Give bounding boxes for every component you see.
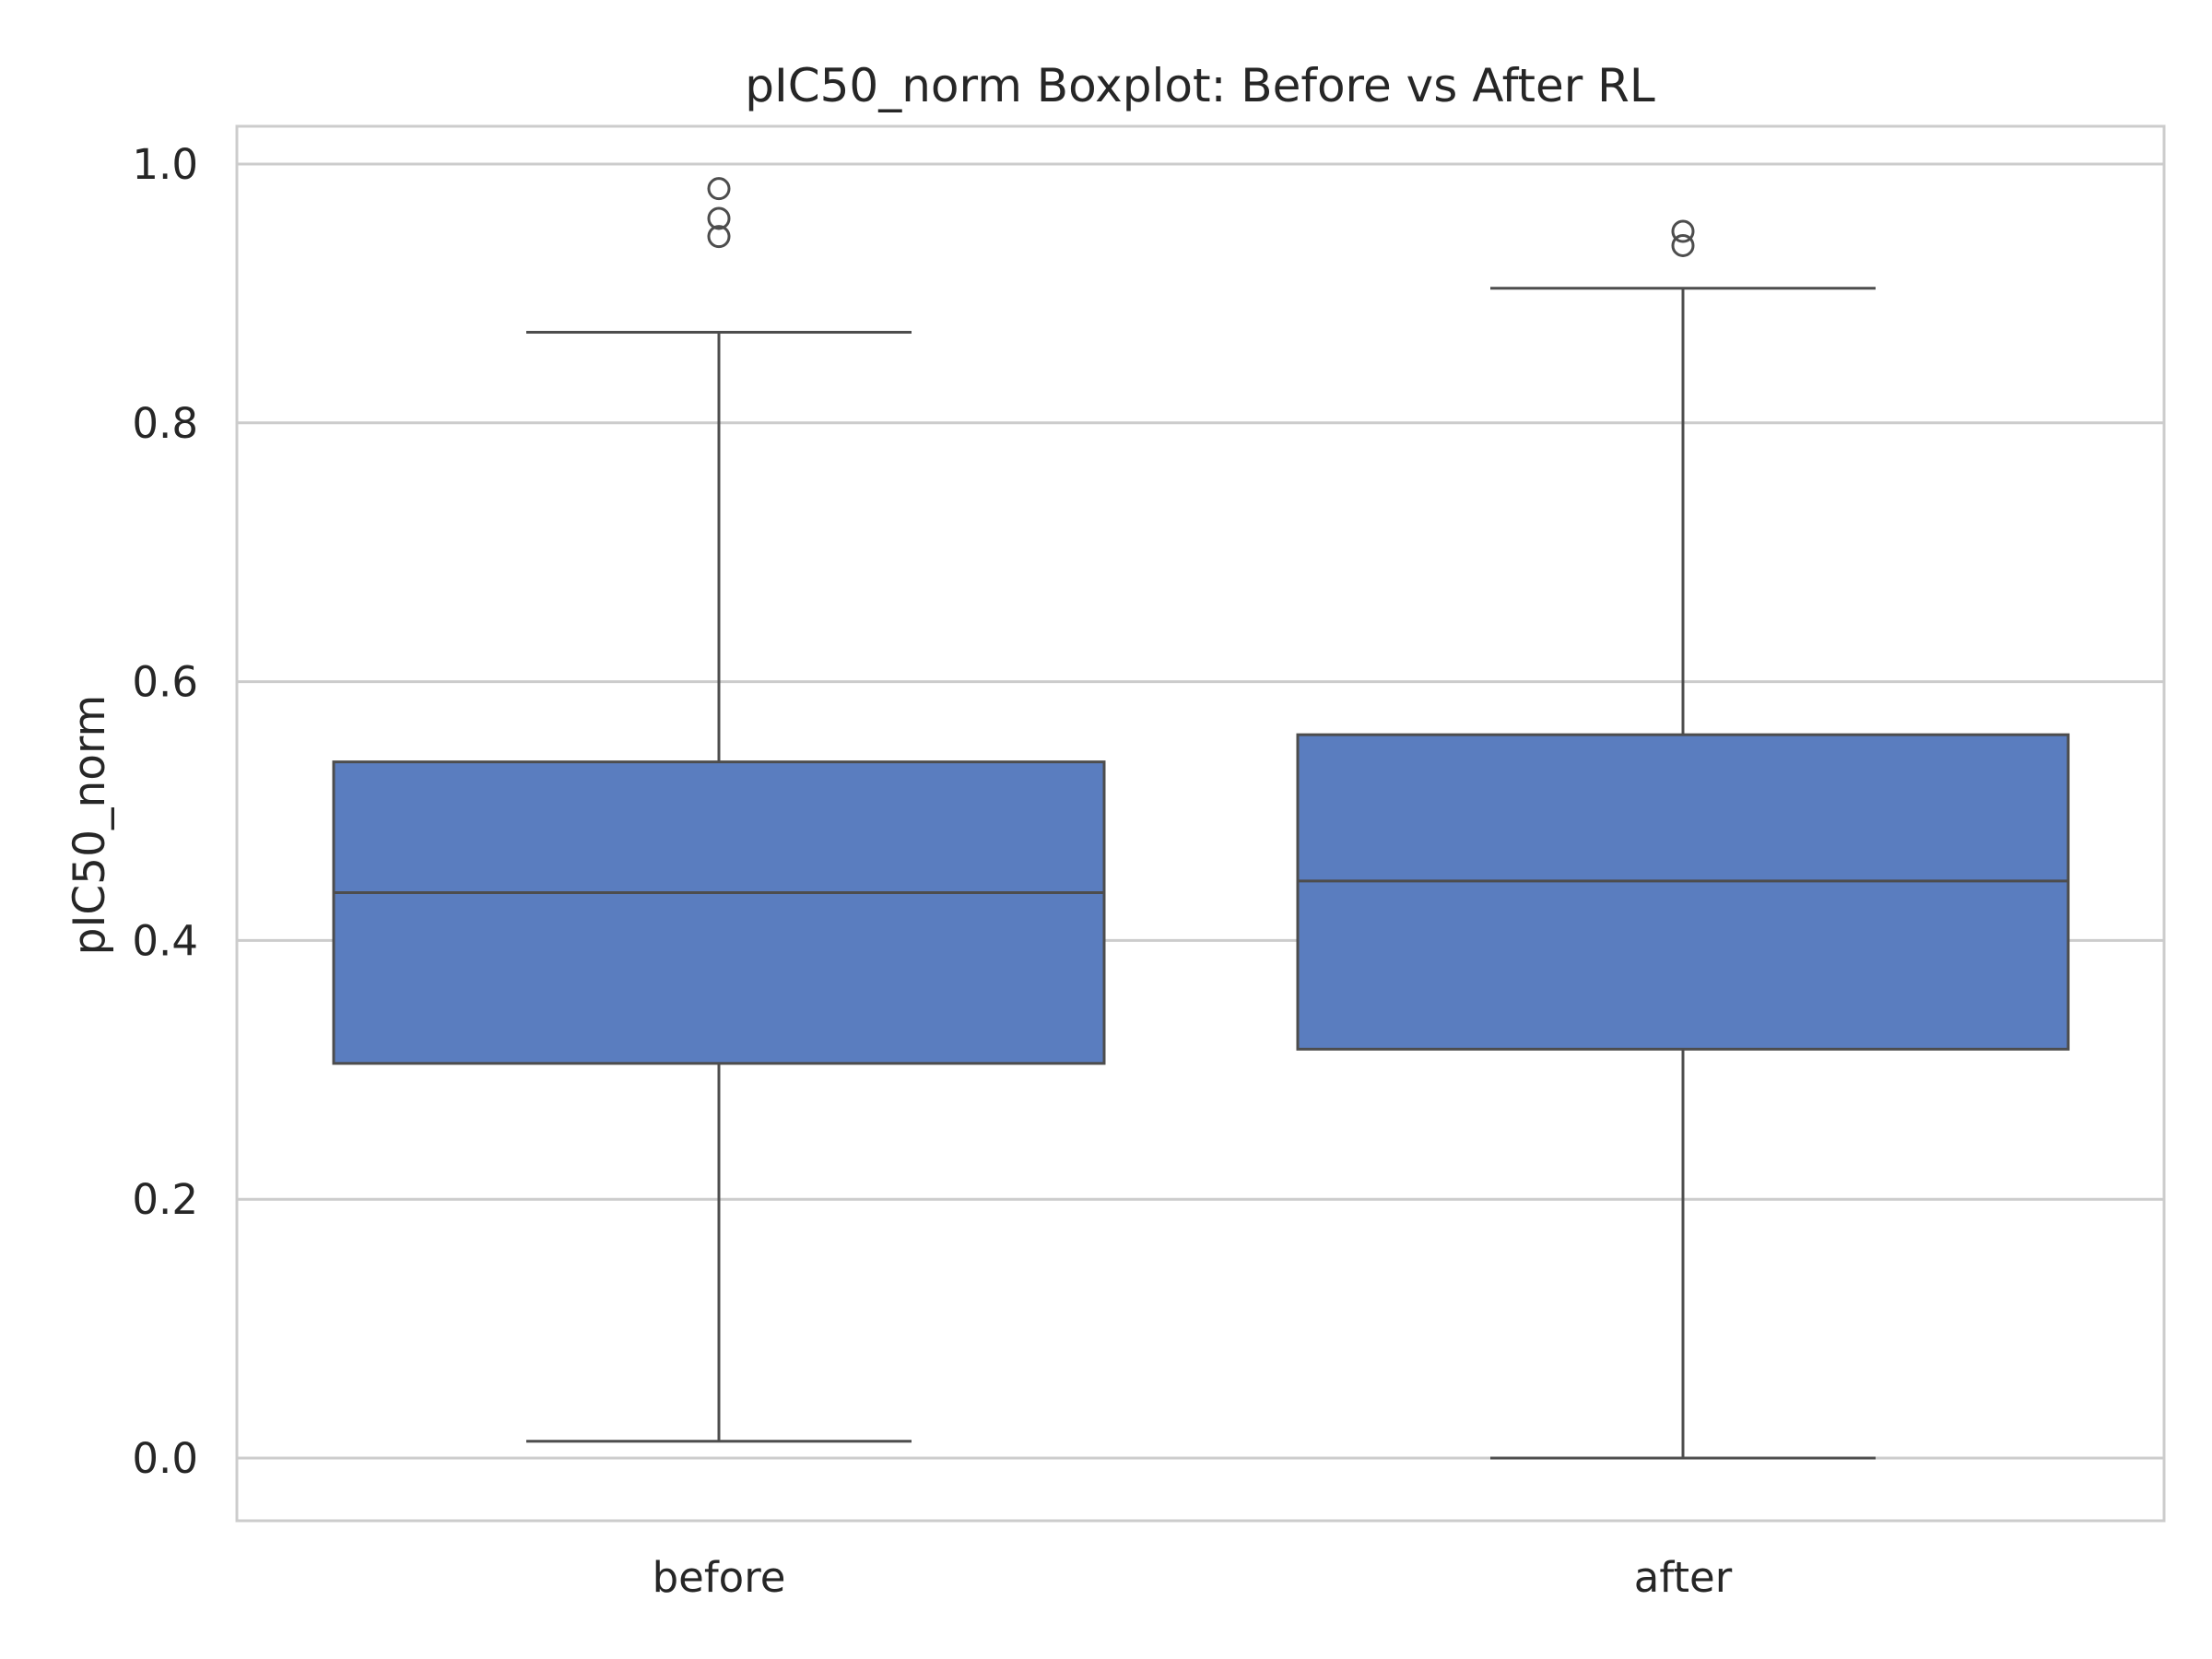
box-after <box>1296 219 2070 1460</box>
x-axis-ticks: before after <box>653 1553 1733 1602</box>
y-axis-ticks: 0.0 0.2 0.4 0.6 0.8 1.0 <box>132 140 198 1483</box>
y-tick-label: 1.0 <box>132 140 198 189</box>
y-tick-label: 0.2 <box>132 1175 198 1224</box>
iqr-box <box>1296 733 2070 1051</box>
y-tick-label: 0.0 <box>132 1434 198 1483</box>
outlier-point <box>1671 233 1695 257</box>
y-tick-label: 0.6 <box>132 658 198 707</box>
plot-frame <box>235 124 2166 1523</box>
iqr-box <box>332 760 1106 1065</box>
box-before <box>332 177 1106 1443</box>
x-tick-label: before <box>653 1553 786 1602</box>
outlier-point <box>707 177 731 201</box>
chart-title: pIC50_norm Boxplot: Before vs After RL <box>745 59 1655 112</box>
outlier-point <box>707 206 731 230</box>
outlier-point <box>707 225 731 249</box>
y-axis-label: pIC50_norm <box>65 695 115 956</box>
y-tick-label: 0.8 <box>132 399 198 448</box>
box-series <box>332 177 2070 1460</box>
x-tick-label: after <box>1634 1553 1733 1602</box>
outlier-point <box>1671 219 1695 243</box>
y-tick-label: 0.4 <box>132 916 198 965</box>
